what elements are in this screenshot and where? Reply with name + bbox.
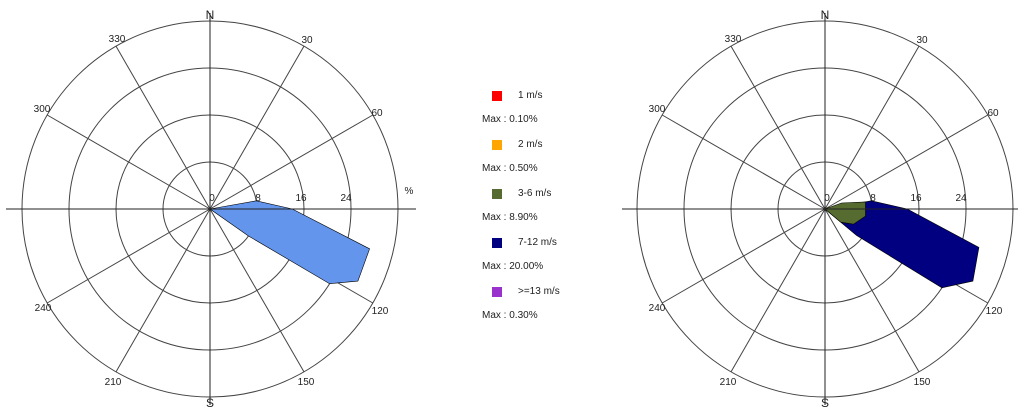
grid-spoke xyxy=(824,208,920,373)
angle-label-60: 60 xyxy=(987,108,999,119)
radial-tick-24: 24 xyxy=(340,193,352,204)
angle-label-120: 120 xyxy=(986,306,1003,317)
grid-spoke xyxy=(115,45,211,210)
angle-label-120: 120 xyxy=(372,306,389,317)
angle-label-330: 330 xyxy=(725,34,742,45)
legend-swatch xyxy=(492,189,502,199)
legend-max: Max : 0.30% xyxy=(482,310,538,321)
legend-item: 7-12 m/s Max : 20.00% xyxy=(482,235,592,284)
radial-tick-24: 24 xyxy=(955,193,967,204)
angle-label-150: 150 xyxy=(298,377,315,388)
legend-max: Max : 20.00% xyxy=(482,261,544,272)
petal-series xyxy=(824,201,866,225)
radial-tick-8: 8 xyxy=(255,193,261,204)
labels: N S 30 60 120 150 210 240 300 330 0 8 16… xyxy=(649,8,1003,410)
angle-label-30: 30 xyxy=(916,35,928,46)
angle-label-240: 240 xyxy=(649,303,666,314)
angle-label-150: 150 xyxy=(914,377,931,388)
compass-label-s: S xyxy=(821,396,829,410)
grid-spoke xyxy=(115,208,211,373)
grid-spoke xyxy=(824,45,920,210)
legend-max: Max : 0.10% xyxy=(482,114,538,125)
spokes xyxy=(46,45,374,373)
grid-spoke xyxy=(730,45,826,210)
radial-unit: % xyxy=(405,186,414,197)
petal-series xyxy=(824,200,980,289)
legend-max: Max : 0.50% xyxy=(482,163,538,174)
compass-axes xyxy=(622,13,1018,405)
compass-label-s: S xyxy=(206,396,214,410)
wind-rose-left: N S 30 60 120 150 210 240 300 330 0 8 16… xyxy=(6,8,416,410)
legend-item: 2 m/s Max : 0.50% xyxy=(482,137,592,186)
radial-tick-16: 16 xyxy=(295,193,307,204)
angle-label-60: 60 xyxy=(371,108,383,119)
wind-rose-right: N S 30 60 120 150 210 240 300 330 0 8 16… xyxy=(622,8,1018,410)
legend-item: 3-6 m/s Max : 8.90% xyxy=(482,186,592,235)
spokes xyxy=(661,45,989,373)
legend-swatch xyxy=(492,140,502,150)
compass-label-n: N xyxy=(821,8,830,22)
radial-tick-16: 16 xyxy=(910,193,922,204)
angle-label-300: 300 xyxy=(34,104,51,115)
legend-label: 2 m/s xyxy=(518,139,543,150)
grid-spoke xyxy=(46,114,211,210)
labels: N S 30 60 120 150 210 240 300 330 0 8 16… xyxy=(34,8,414,410)
grid-spoke xyxy=(209,114,374,210)
legend-item: >=13 m/s Max : 0.30% xyxy=(482,284,592,333)
grid-spoke xyxy=(209,45,305,210)
grid-spoke xyxy=(824,114,989,210)
angle-label-30: 30 xyxy=(301,35,313,46)
grid-spoke xyxy=(209,208,305,373)
legend-swatch xyxy=(492,91,502,101)
angle-label-210: 210 xyxy=(720,377,737,388)
angle-label-300: 300 xyxy=(649,104,666,115)
radial-tick-8: 8 xyxy=(870,193,876,204)
legend-max: Max : 8.90% xyxy=(482,212,538,223)
legend-label: 1 m/s xyxy=(518,90,543,101)
grid-spoke xyxy=(730,208,826,373)
compass-axes xyxy=(6,13,416,405)
radial-tick-0: 0 xyxy=(824,193,830,204)
angle-label-330: 330 xyxy=(109,34,126,45)
angle-label-210: 210 xyxy=(105,377,122,388)
angle-label-240: 240 xyxy=(35,303,52,314)
grid-spoke xyxy=(661,208,826,304)
petals xyxy=(209,200,370,285)
petals xyxy=(824,200,980,289)
legend-item: 1 m/s Max : 0.10% xyxy=(482,88,592,137)
radial-tick-0: 0 xyxy=(209,193,215,204)
legend-label: 3-6 m/s xyxy=(518,188,552,199)
petal-series xyxy=(209,200,370,285)
legend-swatch xyxy=(492,238,502,248)
legend-label: 7-12 m/s xyxy=(518,237,557,248)
grid-spoke xyxy=(661,114,826,210)
legend-label: >=13 m/s xyxy=(518,286,560,297)
legend: 1 m/s Max : 0.10% 2 m/s Max : 0.50% 3-6 … xyxy=(482,88,592,333)
compass-label-n: N xyxy=(206,8,215,22)
legend-swatch xyxy=(492,287,502,297)
grid-spoke xyxy=(46,208,211,304)
